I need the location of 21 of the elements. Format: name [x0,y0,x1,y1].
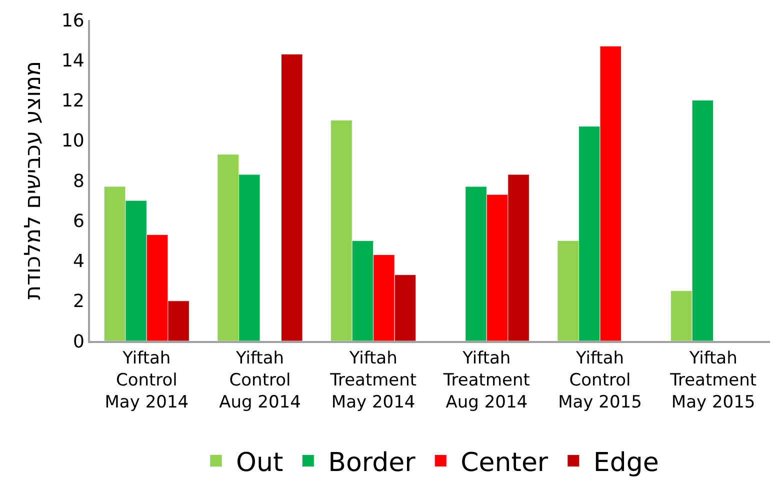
legend-label: Out [236,448,284,478]
legend-label: Edge [593,448,659,478]
y-tick-label: 16 [61,10,84,32]
y-tick-label: 2 [72,291,84,312]
x-tick-label: Yiftah Treatment Aug 2014 [442,348,530,413]
y-tick-label: 8 [72,170,84,192]
x-tick-label: Yiftah Treatment May 2015 [669,348,757,413]
x-tick-label: Yiftah Control May 2015 [558,348,642,413]
y-tick-label: 6 [72,210,84,232]
y-tick-label: 14 [61,50,84,72]
y-tick-label: 10 [61,130,84,152]
y-tick-label: 12 [61,90,84,112]
legend-label: Border [328,448,416,478]
y-tick-label: 4 [72,251,84,272]
legend-label: Center [460,448,548,478]
y-tick-label: 0 [72,331,84,352]
bar [281,54,303,341]
x-tick-label: Yiftah Control Aug 2014 [219,348,301,413]
x-tick-label: Yiftah Control May 2014 [104,348,189,413]
x-tick-label: Yiftah Treatment May 2014 [329,348,417,413]
y-axis-title: ממוצע עכבישים למלכודת [20,61,46,300]
